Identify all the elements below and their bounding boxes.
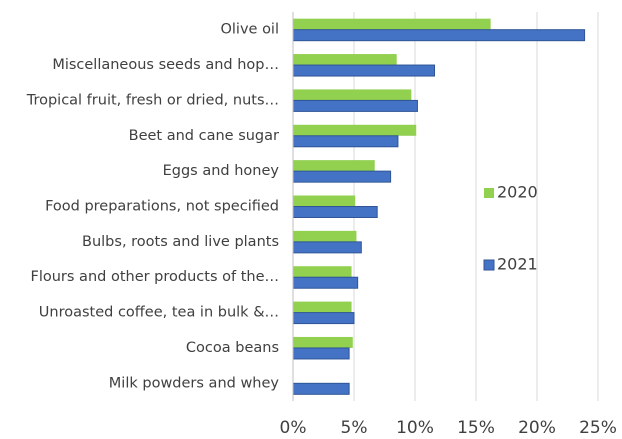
bar [293,195,356,207]
legend-label: 2020 [497,183,538,202]
y-tick-label: Food preparations, not specified [45,199,279,215]
x-tick-label: 0% [280,418,307,438]
y-tick-label: Milk powders and whey [109,375,280,391]
bar [293,230,357,242]
bar [292,170,392,183]
bar [293,266,352,278]
legend-label: 2021 [497,255,538,274]
x-tick-label: 15% [457,418,495,438]
legend-swatch [483,259,495,271]
bar [292,312,355,325]
x-tick-label: 25% [579,418,617,438]
bar [293,336,353,348]
bar [292,135,399,148]
y-tick-label: Bulbs, roots and live plants [82,234,279,250]
y-tick-label: Miscellaneous seeds and hop… [52,57,279,73]
bar [292,276,359,289]
y-tick-label: Olive oil [220,22,279,38]
legend-swatch [484,188,494,198]
bar [292,347,350,360]
y-tick-label: Tropical fruit, fresh or dried, nuts… [26,92,279,108]
y-tick-label: Flours and other products of the… [31,269,280,285]
y-tick-label: Eggs and honey [163,163,280,179]
bar [292,99,418,112]
bar [292,29,586,42]
x-tick-label: 20% [518,418,556,438]
bar [293,54,397,66]
bar [293,89,412,101]
y-tick-label: Beet and cane sugar [129,128,279,144]
bar [292,241,362,254]
y-tick-label: Unroasted coffee, tea in bulk &… [39,305,279,321]
x-tick-label: 10% [396,418,434,438]
x-tick-label: 5% [341,418,368,438]
y-tick-label: Cocoa beans [186,340,279,356]
bar [293,301,352,313]
bar [292,64,436,77]
bar [292,206,378,218]
bar [293,124,417,136]
bar [292,382,350,395]
bar [293,160,375,172]
bar [293,18,491,30]
